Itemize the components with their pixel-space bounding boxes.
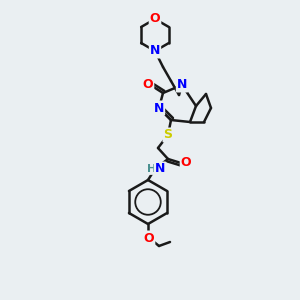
Text: N: N xyxy=(177,79,187,92)
Text: N: N xyxy=(154,101,164,115)
Text: O: O xyxy=(150,13,160,26)
Text: N: N xyxy=(155,163,165,176)
Text: H: H xyxy=(147,164,157,174)
Text: N: N xyxy=(150,44,160,58)
Text: O: O xyxy=(144,232,154,244)
Text: S: S xyxy=(164,128,172,142)
Text: O: O xyxy=(143,77,153,91)
Text: O: O xyxy=(181,155,191,169)
